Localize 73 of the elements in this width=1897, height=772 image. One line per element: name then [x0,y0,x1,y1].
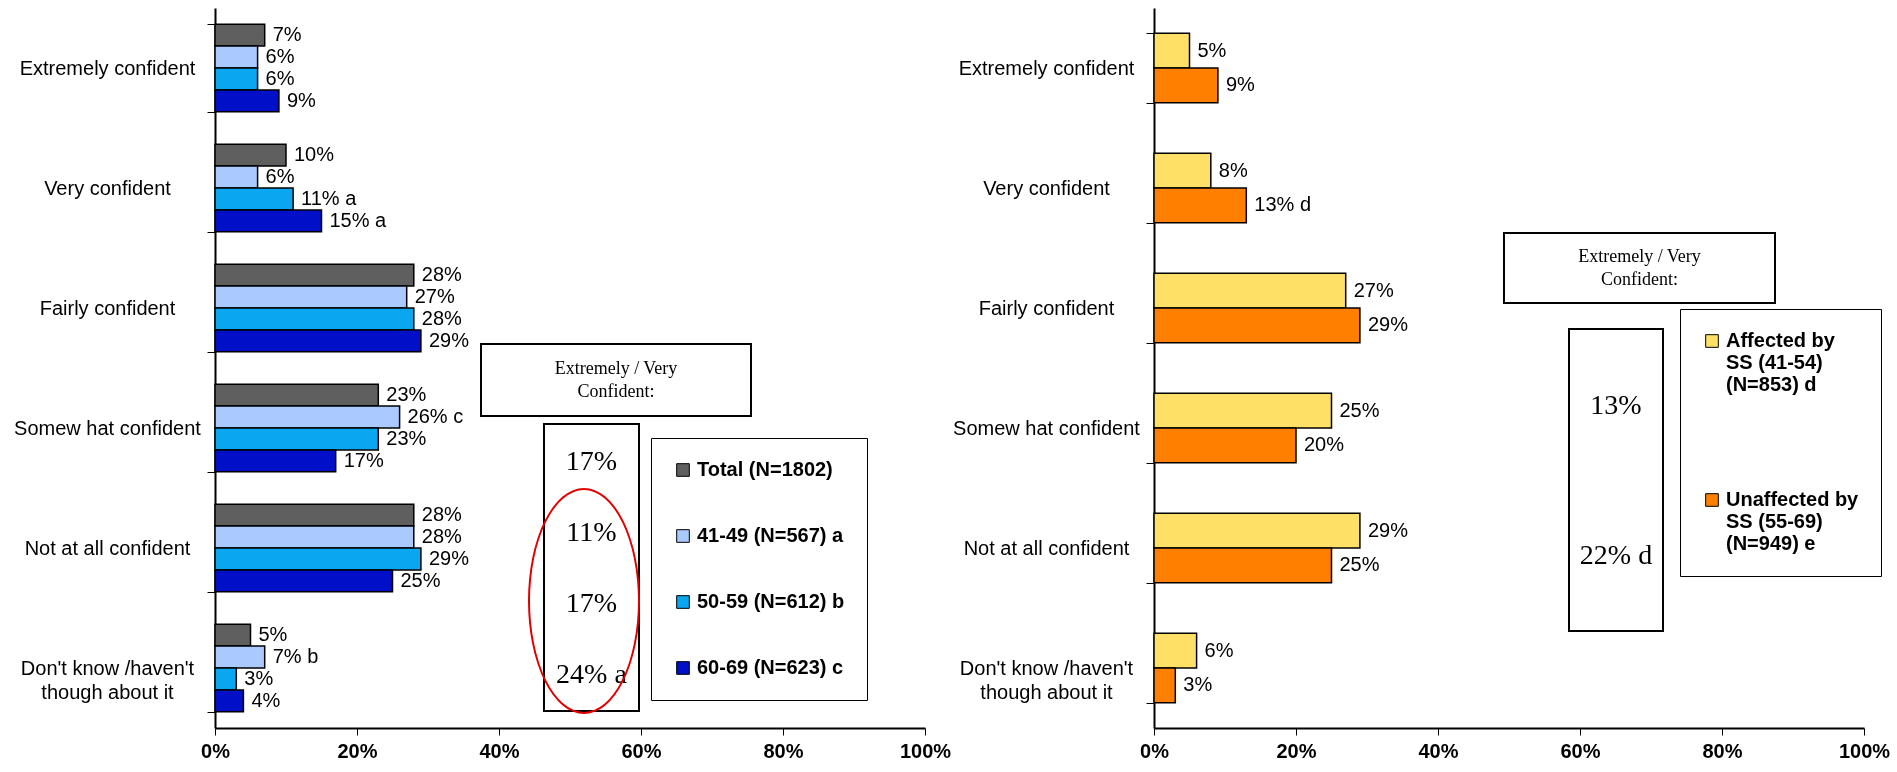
legend-label: Unaffected by SS (55-69) (N=949) e [1726,488,1860,554]
data-label: 25% [400,568,441,591]
legend-label: 41-49 (N=567) a [697,524,845,546]
y-tick-label: Very confident [983,176,1111,199]
y-tick-label: Somew hat confident [14,416,202,439]
data-label: 4% [251,688,281,711]
data-label: 9% [1225,73,1256,96]
data-label: 3% [244,666,274,689]
data-label: 3% [1183,673,1213,696]
y-tick-label: Not at all confident [24,536,191,559]
x-tick-label: 40% [1418,739,1459,762]
data-label: 25% [1339,553,1380,576]
data-label: 13% d [1254,193,1312,216]
annotation: 13% [1590,389,1642,421]
data-label: 9% [286,88,317,111]
data-label: 25% [1339,398,1380,421]
legend-label: Affected by SS (41-54) (N=853) d [1726,329,1836,395]
data-label: 8% [1218,158,1248,181]
x-tick-label: 20% [1276,739,1317,762]
annotation: 17% [565,587,618,620]
data-label: 6% [265,165,295,188]
annotation: 17% [565,444,618,477]
data-label: 28% [421,263,463,286]
y-tick-label: Extremely confident [958,56,1135,79]
data-label: 26% c [407,405,464,428]
data-label: 29% [1367,313,1409,336]
data-label: 17% [343,448,384,471]
data-label: 11% a [301,186,358,209]
annotation: 22% d [1579,539,1653,571]
y-tick-label: Fairly confident [978,296,1115,319]
data-label: 15% a [329,208,388,231]
x-tick-label: 60% [1560,739,1601,762]
y-tick-label: Somew hat confident [953,416,1141,439]
legend-label: Total (N=1802) [697,458,833,480]
legend-label: 60-69 (N=623) c [697,656,844,678]
data-label: 23% [386,383,427,406]
y-tick-label: Don't know /haven't though about it [20,656,195,703]
data-label: 27% [414,285,455,308]
annotation: Extremely / Very Confident: [1503,232,1776,304]
annotation: 11% [566,515,617,548]
annotation: Extremely / Very Confident: [480,343,752,417]
data-label: 28% [421,306,463,329]
data-label: 7% [272,23,302,46]
data-label: 10% [294,143,335,166]
x-tick-label: 100% [899,739,952,762]
x-tick-label: 40% [479,739,520,762]
x-tick-label: 80% [763,739,804,762]
y-tick-label: Extremely confident [19,56,196,79]
data-label: 28% [421,525,463,548]
data-label: 28% [421,503,463,526]
data-label: 29% [428,546,470,569]
data-label: 5% [258,623,288,646]
data-label: 6% [265,66,295,89]
data-label: 5% [1197,38,1227,61]
data-label: 7% b [272,645,319,668]
x-tick-label: 0% [201,739,231,762]
data-label: 29% [1367,518,1409,541]
y-tick-label: Fairly confident [39,296,176,319]
legend-label: 50-59 (N=612) b [697,590,845,612]
data-label: 23% [386,426,427,449]
x-tick-label: 80% [1702,739,1743,762]
x-tick-label: 100% [1838,739,1891,762]
data-label: 6% [265,45,295,68]
data-label: 27% [1353,278,1394,301]
x-tick-label: 60% [621,739,662,762]
data-label: 29% [428,328,470,351]
data-label: 6% [1204,638,1234,661]
x-tick-label: 0% [1140,739,1170,762]
y-tick-label: Not at all confident [963,536,1130,559]
y-tick-label: Don't know /haven't though about it [959,656,1134,703]
y-tick-label: Very confident [44,176,172,199]
data-label: 20% [1304,433,1345,456]
x-tick-label: 20% [337,739,378,762]
